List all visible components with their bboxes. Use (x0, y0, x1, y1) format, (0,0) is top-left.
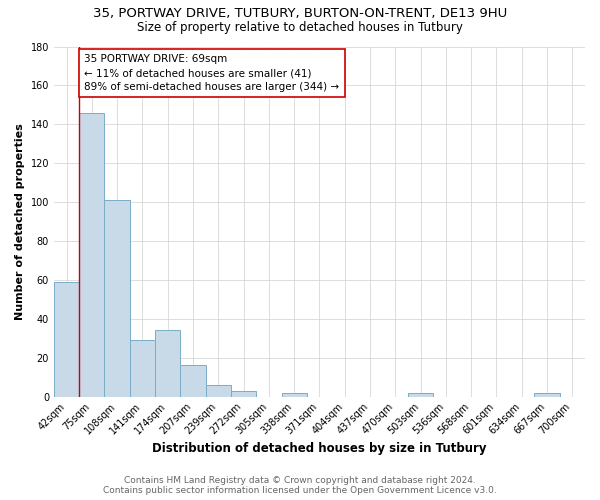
Bar (79, 112, 104, 397)
Text: Size of property relative to detached houses in Tutbury: Size of property relative to detached ho… (137, 21, 463, 34)
Text: 35, PORTWAY DRIVE, TUTBURY, BURTON-ON-TRENT, DE13 9HU: 35, PORTWAY DRIVE, TUTBURY, BURTON-ON-TR… (93, 8, 507, 20)
Bar (54, 282, 79, 397)
Text: 35 PORTWAY DRIVE: 69sqm
← 11% of detached houses are smaller (41)
89% of semi-de: 35 PORTWAY DRIVE: 69sqm ← 11% of detache… (84, 54, 340, 92)
Bar (130, 340, 155, 396)
X-axis label: Distribution of detached houses by size in Tutbury: Distribution of detached houses by size … (152, 442, 487, 455)
Y-axis label: Number of detached properties: Number of detached properties (15, 123, 25, 320)
Bar (181, 366, 206, 396)
Bar (155, 330, 181, 396)
Bar (104, 200, 130, 396)
Text: Contains HM Land Registry data © Crown copyright and database right 2024.
Contai: Contains HM Land Registry data © Crown c… (103, 476, 497, 495)
Bar (281, 392, 307, 396)
Bar (408, 392, 433, 396)
Bar (535, 392, 560, 396)
Bar (206, 385, 231, 396)
Bar (231, 390, 256, 396)
